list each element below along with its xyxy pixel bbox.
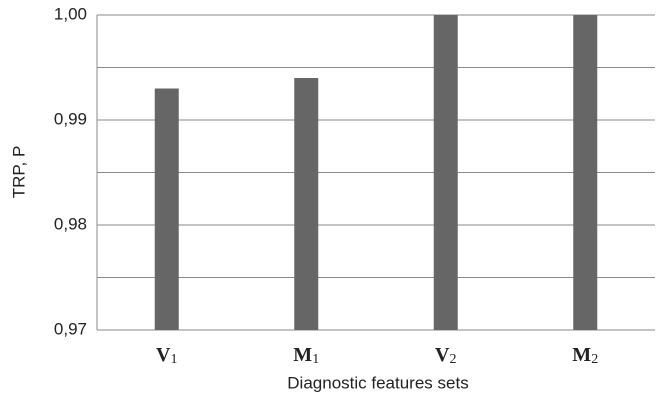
x-tick-label: M2 [572,344,598,368]
y-tick-label: 1,00 [54,4,87,23]
bar [573,15,598,330]
x-tick-label: V1 [156,344,177,368]
x-tick-label-base: V [156,344,171,366]
x-tick-label-sub: 2 [449,352,456,367]
bar [433,15,458,330]
x-tick-label-sub: 2 [591,352,598,367]
x-tick-label-base: M [572,344,591,366]
bar [294,78,319,330]
y-tick-label: 0,98 [54,214,87,233]
x-tick-label: V2 [435,344,456,368]
y-tick-label: 0,97 [54,319,87,338]
x-tick-label-sub: 1 [170,352,177,367]
x-tick-label-base: M [293,344,312,366]
y-tick-label: 0,99 [54,109,87,128]
x-tick-label-sub: 1 [312,352,319,367]
x-axis-label: Diagnostic features sets [287,373,468,392]
bar [154,88,179,330]
x-tick-label: M1 [293,344,319,368]
y-axis-label: TRP, P [9,146,28,199]
x-tick-label-base: V [435,344,450,366]
